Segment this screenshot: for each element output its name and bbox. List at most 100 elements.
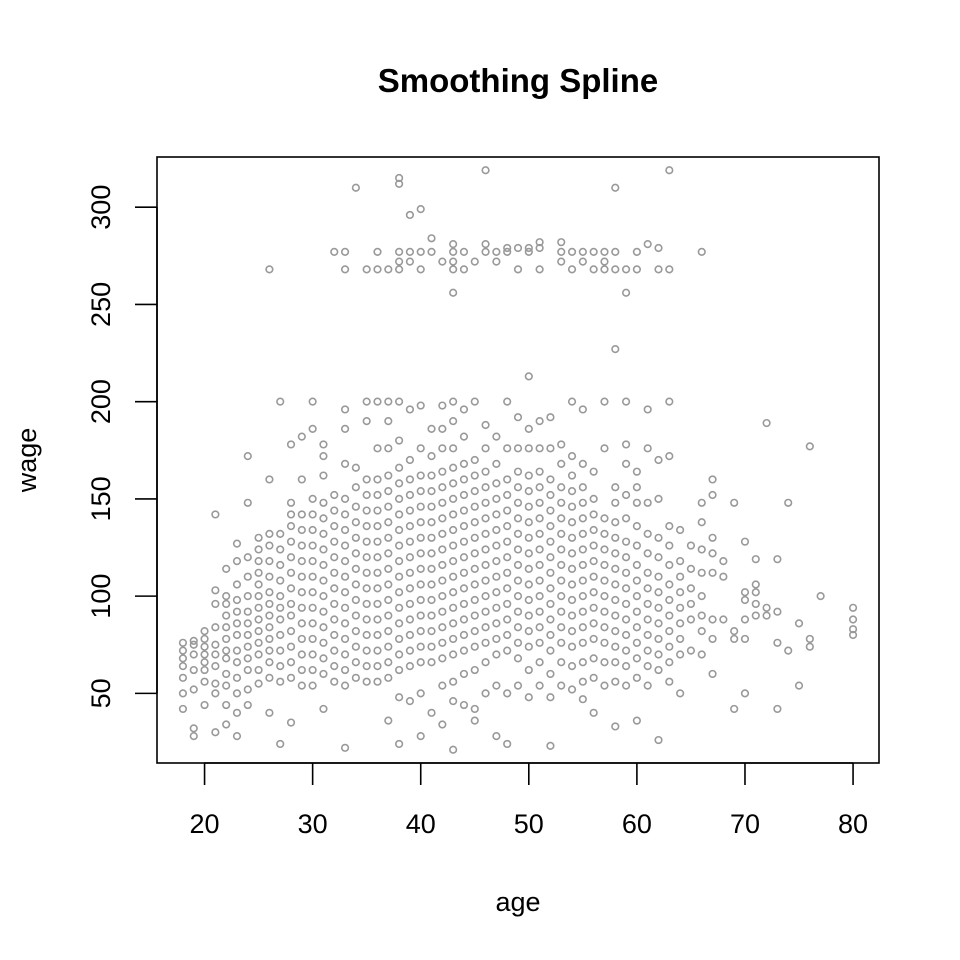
data-point: [481, 420, 490, 430]
data-point: [567, 502, 577, 511]
data-point: [254, 615, 263, 624]
data-point: [557, 247, 566, 257]
data-point: [286, 599, 296, 609]
data-point: [427, 549, 436, 558]
data-point: [676, 588, 685, 597]
data-point: [481, 592, 490, 601]
data-point: [611, 611, 620, 620]
data-point: [492, 619, 501, 628]
data-point: [384, 564, 393, 574]
data-point: [492, 541, 501, 550]
data-point: [535, 623, 544, 632]
data-point: [416, 564, 425, 574]
data-point: [405, 506, 415, 515]
data-point: [513, 498, 523, 507]
data-point: [384, 487, 393, 496]
data-point: [232, 630, 242, 640]
data-point: [416, 533, 425, 542]
data-point: [557, 658, 566, 667]
data-point: [340, 743, 350, 752]
data-point: [589, 708, 598, 717]
data-point: [438, 654, 447, 663]
data-point: [449, 479, 458, 488]
data-point: [459, 553, 469, 562]
data-point: [438, 576, 447, 585]
data-point: [222, 669, 231, 679]
data-point: [686, 615, 696, 624]
data-point: [373, 475, 382, 484]
data-point: [643, 568, 652, 577]
data-point: [362, 475, 371, 484]
data-point: [611, 677, 620, 686]
data-point: [405, 584, 415, 593]
data-point: [308, 634, 317, 644]
data-point: [513, 654, 523, 663]
data-point: [751, 611, 760, 620]
data-point: [600, 444, 609, 453]
data-point: [578, 405, 587, 414]
data-point: [211, 662, 220, 671]
plot-frame: [156, 156, 880, 764]
data-point: [481, 623, 490, 632]
data-point: [557, 623, 566, 632]
data-point: [308, 424, 317, 433]
data-point: [503, 568, 512, 577]
data-point: [848, 615, 858, 624]
data-point: [308, 510, 317, 519]
data-point: [600, 265, 609, 274]
data-point: [319, 607, 328, 616]
data-point: [524, 243, 533, 253]
data-point: [546, 693, 555, 702]
data-point: [427, 471, 436, 480]
data-point: [557, 238, 566, 247]
data-point: [211, 689, 220, 698]
data-point: [362, 397, 371, 406]
data-point: [654, 553, 663, 562]
data-point: [567, 685, 577, 694]
data-point: [254, 557, 263, 566]
data-point: [211, 599, 220, 609]
data-point: [567, 533, 577, 542]
data-point: [449, 745, 458, 754]
data-point: [632, 592, 641, 601]
data-point: [189, 685, 198, 694]
data-point: [557, 607, 566, 616]
data-point: [330, 599, 339, 609]
data-point: [416, 627, 425, 636]
data-point: [665, 452, 674, 461]
data-point: [319, 560, 328, 570]
data-point: [232, 673, 242, 682]
data-point: [632, 560, 641, 570]
data-point: [351, 627, 360, 636]
data-point: [470, 611, 479, 620]
data-point: [676, 572, 685, 581]
data-point: [211, 679, 220, 688]
data-point: [416, 205, 425, 214]
data-point: [697, 592, 706, 601]
data-point: [546, 475, 555, 484]
data-point: [513, 607, 523, 616]
data-point: [373, 397, 382, 406]
data-point: [340, 405, 350, 414]
data-point: [481, 689, 490, 698]
data-point: [340, 459, 350, 468]
data-point: [395, 739, 404, 749]
data-point: [330, 677, 339, 686]
data-point: [567, 265, 577, 274]
data-point: [546, 506, 555, 515]
data-point: [546, 490, 555, 500]
data-point: [319, 545, 328, 554]
data-point: [459, 475, 469, 484]
data-point: [373, 444, 382, 453]
data-point: [427, 580, 436, 589]
data-point: [751, 555, 760, 564]
data-point: [362, 599, 371, 609]
data-point: [654, 603, 663, 612]
data-point: [643, 662, 652, 671]
data-point: [535, 483, 544, 492]
data-point: [362, 537, 371, 546]
data-point: [449, 417, 458, 426]
data-point: [621, 630, 631, 640]
data-point: [427, 247, 436, 257]
data-point: [513, 576, 523, 585]
